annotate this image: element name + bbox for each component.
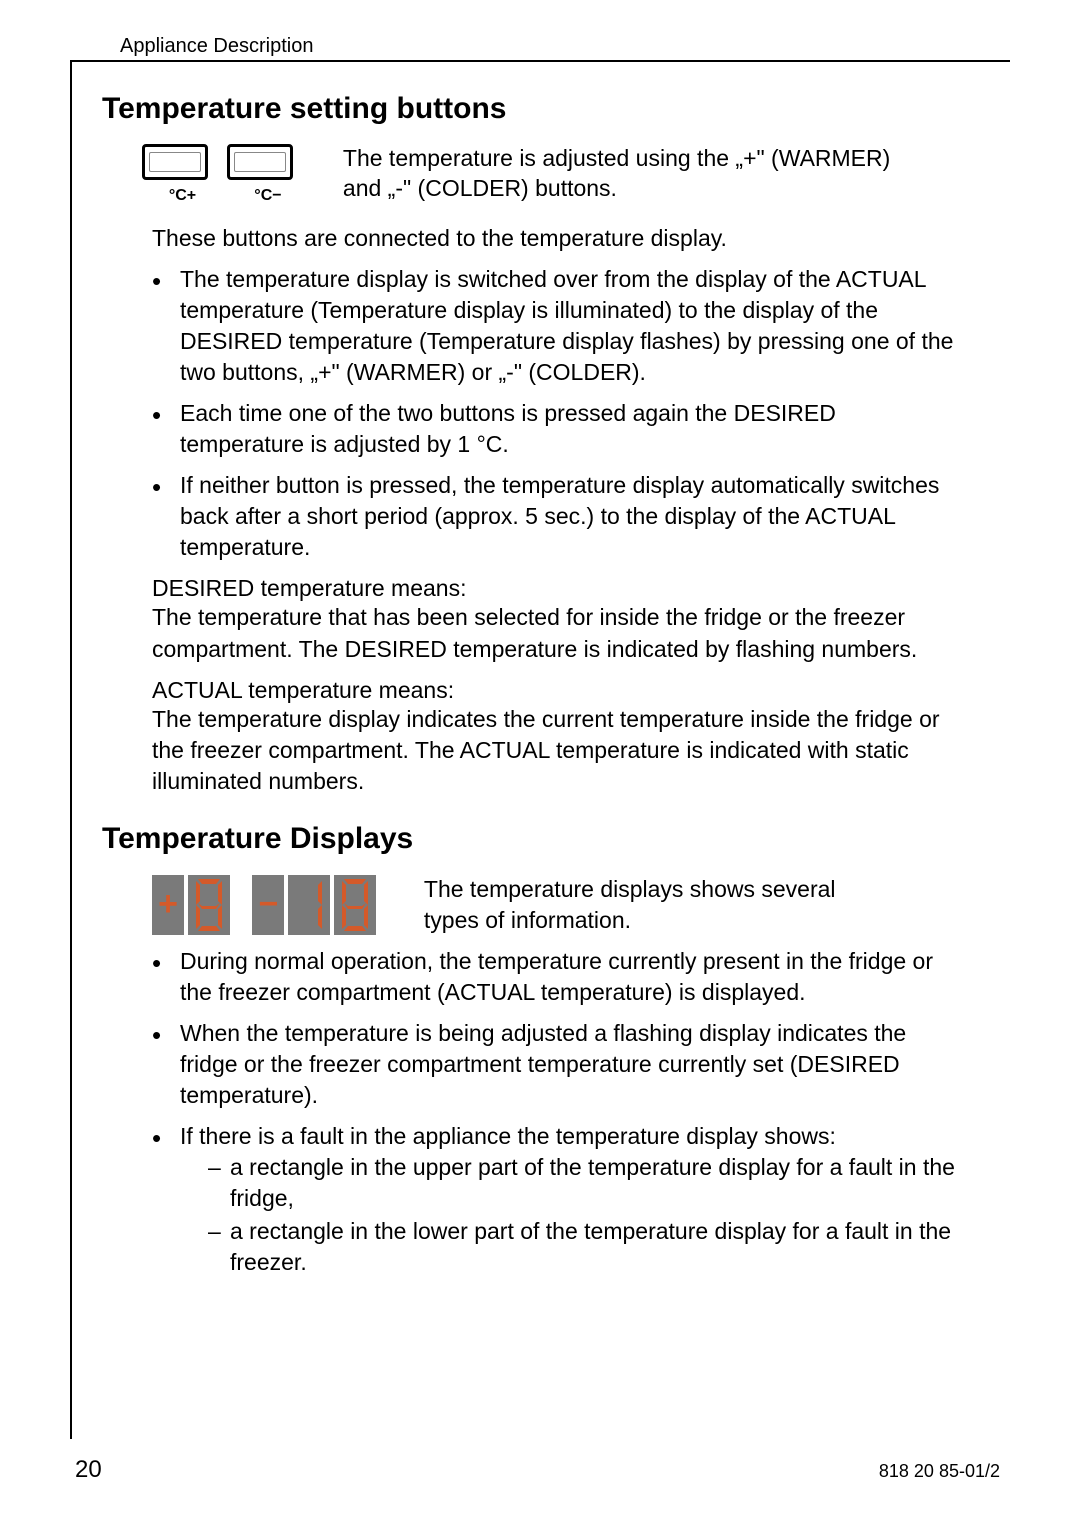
actual-body: The temperature display indicates the cu… [152, 704, 960, 797]
list-item: If there is a fault in the appliance the… [152, 1121, 960, 1278]
section2-sub-bullets: a rectangle in the upper part of the tem… [208, 1152, 960, 1278]
fridge-sign-icon: + [152, 875, 184, 935]
temperature-display-diagram: + − [152, 875, 394, 935]
actual-heading: ACTUAL temperature means: [152, 677, 960, 704]
page-number: 20 [75, 1456, 102, 1484]
doc-number: 818 20 85-01/2 [879, 1461, 1000, 1482]
list-item: If neither button is pressed, the temper… [152, 470, 960, 563]
desired-body: The temperature that has been selected f… [152, 602, 960, 664]
freezer-sign-icon: − [252, 875, 284, 935]
page-header: Appliance Description [120, 35, 313, 58]
list-item: During normal operation, the temperature… [152, 946, 960, 1008]
section-heading-temperature-buttons: Temperature setting buttons [102, 92, 960, 126]
sub-list-item: a rectangle in the lower part of the tem… [208, 1216, 960, 1278]
fridge-digit-icon [188, 875, 230, 935]
section1-bullets: The temperature display is switched over… [152, 264, 960, 563]
list-item: When the temperature is being adjusted a… [152, 1018, 960, 1111]
freezer-digit1-icon [288, 875, 330, 935]
list-item-text: If there is a fault in the appliance the… [180, 1123, 836, 1149]
list-item: The temperature display is switched over… [152, 264, 960, 388]
list-item: Each time one of the two buttons is pres… [152, 398, 960, 460]
section2-intro: The temperature displays shows several t… [424, 874, 894, 936]
buttons-diagram: °C+ °C− [142, 144, 308, 205]
freezer-digit2-icon [334, 875, 376, 935]
colder-button-label: °C− [227, 187, 308, 205]
sub-list-item: a rectangle in the upper part of the tem… [208, 1152, 960, 1214]
section1-intro: The temperature is adjusted using the „+… [343, 144, 903, 204]
colder-button-icon [227, 144, 293, 180]
page-border: Temperature setting buttons °C+ °C− The … [70, 60, 1010, 1439]
section-heading-temperature-displays: Temperature Displays [102, 822, 960, 856]
content-area: Temperature setting buttons °C+ °C− The … [72, 62, 1010, 1318]
warmer-button-icon [142, 144, 208, 180]
desired-heading: DESIRED temperature means: [152, 575, 960, 602]
section1-body1: These buttons are connected to the tempe… [152, 223, 960, 254]
section2-bullets: During normal operation, the temperature… [152, 946, 960, 1278]
warmer-button-label: °C+ [142, 187, 223, 205]
